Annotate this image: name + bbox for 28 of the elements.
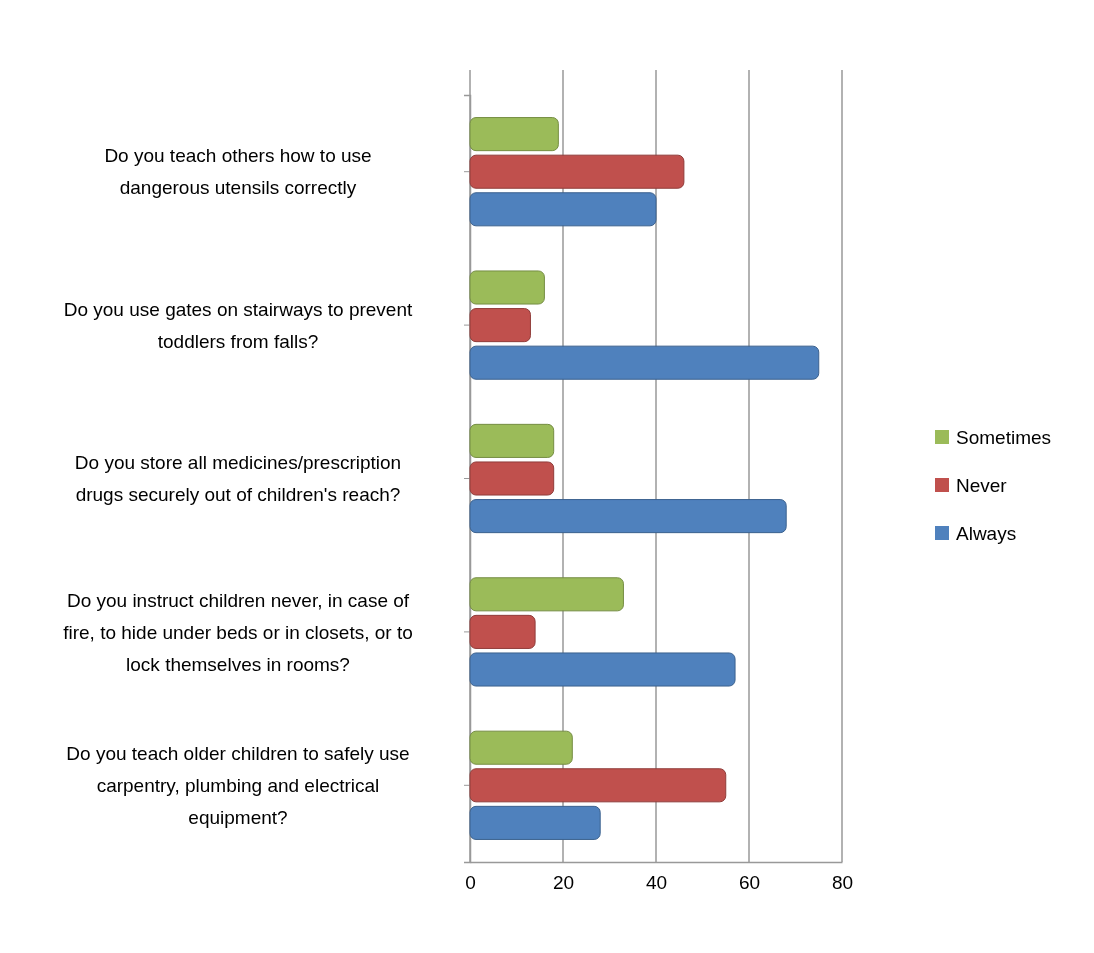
bar [469,154,685,189]
y-tick-label: Do you teach others how to use dangerous utensils correctly [104,145,372,199]
bar [469,805,601,840]
bar [469,652,736,687]
legend-label: Never [956,474,1008,496]
bar [469,117,559,152]
x-tick-label: 20 [552,872,575,894]
bar [469,308,531,343]
x-tick-label: 80 [831,872,854,894]
y-tick-label: Do you use gates on stairways to prevent toddlers from falls? [63,298,413,352]
legend-label: Always [956,522,1017,544]
bar [469,499,787,534]
x-tick-label: 0 [465,872,476,894]
x-tick-label: 60 [738,872,761,894]
bar [469,730,573,765]
bar [469,345,820,380]
bar [469,461,555,496]
y-tick-label: Do you teach older children to safely use carpentry, plumbing and electrical equipment? [66,742,410,828]
bar [469,192,657,227]
x-tick-label: 40 [645,872,668,894]
bar [469,577,624,612]
bar [469,270,545,305]
legend-label: Sometimes [956,426,1052,448]
y-tick-label: Do you store all medicines/prescription drugs securely out of children's reach? [74,452,402,506]
y-tick-label: Do you instruct children never, in case of fire, to hide under beds or in closets, or to lock themselves in rooms? [63,589,413,675]
bar [469,768,727,803]
bar [469,423,555,458]
bar [469,614,536,649]
